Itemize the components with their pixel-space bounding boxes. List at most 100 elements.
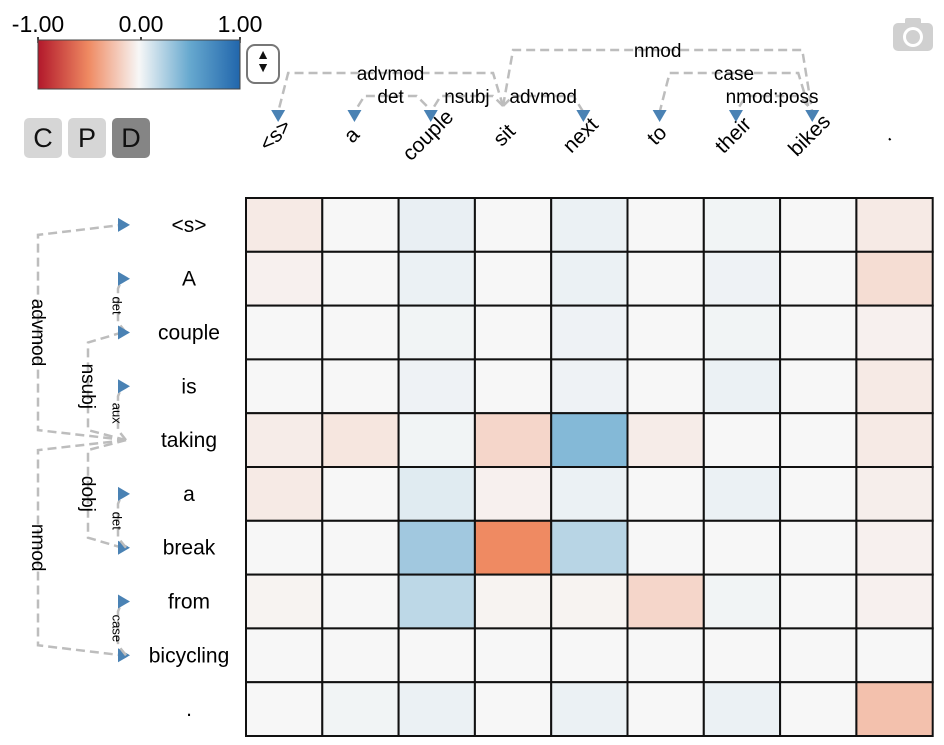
heatmap-cell[interactable] [855,681,934,738]
heatmap-cell[interactable] [779,412,858,469]
heatmap-cell[interactable] [397,681,476,738]
column-token[interactable]: <s> [255,115,296,156]
heatmap-cell[interactable] [473,573,553,630]
heatmap-cell[interactable] [245,573,324,630]
heatmap-cell[interactable] [473,197,553,253]
heatmap-cell[interactable] [397,519,476,576]
heatmap-cell[interactable] [702,627,782,684]
heatmap-cell[interactable] [779,358,858,415]
heatmap-cell[interactable] [245,304,324,361]
heatmap-cell[interactable] [397,250,476,307]
heatmap-cell[interactable] [855,250,934,307]
heatmap-cell[interactable] [855,627,934,684]
row-token[interactable]: A [182,268,196,291]
heatmap-cell[interactable] [626,250,705,307]
heatmap-cell[interactable] [473,466,553,522]
heatmap-cell[interactable] [245,681,324,738]
heatmap-cell[interactable] [245,412,324,469]
row-token[interactable]: a [183,483,195,506]
heatmap-cell[interactable] [473,304,553,361]
heatmap-cell[interactable] [702,466,782,522]
column-token[interactable]: to [643,121,672,150]
heatmap-cell[interactable] [779,304,858,361]
heatmap-cell[interactable] [321,573,400,630]
heatmap-cell[interactable] [550,519,629,576]
heatmap-cell[interactable] [702,519,782,576]
heatmap-cell[interactable] [779,573,858,630]
heatmap-cell[interactable] [779,466,858,522]
heatmap-cell[interactable] [550,412,629,469]
row-token[interactable]: <s> [171,214,206,237]
heatmap-cell[interactable] [779,627,858,684]
column-token[interactable]: sit [489,120,520,151]
heatmap-cell[interactable] [397,573,476,630]
heatmap-cell[interactable] [550,466,629,522]
heatmap-cell[interactable] [473,412,553,469]
heatmap-cell[interactable] [855,304,934,361]
heatmap-cell[interactable] [321,627,400,684]
heatmap-cell[interactable] [779,250,858,307]
heatmap-cell[interactable] [550,304,629,361]
heatmap-cell[interactable] [245,358,324,415]
heatmap-cell[interactable] [702,250,782,307]
column-token[interactable]: bikes [784,110,835,161]
camera-icon[interactable] [892,16,934,52]
heatmap-cell[interactable] [321,466,400,522]
heatmap-cell[interactable] [473,250,553,307]
heatmap-cell[interactable] [626,304,705,361]
heatmap-cell[interactable] [702,358,782,415]
heatmap-cell[interactable] [245,466,324,522]
heatmap-cell[interactable] [473,681,553,738]
row-token[interactable]: is [181,375,196,398]
heatmap-cell[interactable] [626,358,705,415]
colorscale-spinner[interactable]: ▲▼ [246,44,280,84]
heatmap-cell[interactable] [321,412,400,469]
heatmap-cell[interactable] [550,197,629,253]
heatmap-cell[interactable] [702,304,782,361]
heatmap-cell[interactable] [855,573,934,630]
heatmap-cell[interactable] [473,358,553,415]
column-token[interactable]: their [711,113,756,158]
heatmap-cell[interactable] [550,358,629,415]
heatmap-cell[interactable] [855,358,934,415]
column-token[interactable]: next [559,113,603,157]
heatmap-cell[interactable] [397,304,476,361]
heatmap-cell[interactable] [855,519,934,576]
heatmap-cell[interactable] [626,466,705,522]
heatmap-cell[interactable] [550,681,629,738]
heatmap-cell[interactable] [397,412,476,469]
heatmap-cell[interactable] [702,412,782,469]
heatmap-cell[interactable] [550,573,629,630]
heatmap-cell[interactable] [626,519,705,576]
heatmap-cell[interactable] [779,197,858,253]
heatmap-cell[interactable] [245,627,324,684]
heatmap-cell[interactable] [321,519,400,576]
heatmap-cell[interactable] [321,250,400,307]
row-token[interactable]: . [186,698,192,721]
heatmap-cell[interactable] [550,627,629,684]
heatmap-cell[interactable] [397,358,476,415]
heatmap-cell[interactable] [397,627,476,684]
heatmap-cell[interactable] [321,197,400,253]
heatmap-cell[interactable] [626,681,705,738]
heatmap-cell[interactable] [473,627,553,684]
heatmap-cell[interactable] [702,197,782,253]
heatmap-cell[interactable] [702,573,782,630]
mode-button-p[interactable]: P [68,118,106,158]
row-token[interactable]: couple [158,322,220,345]
heatmap-cell[interactable] [855,466,934,522]
row-token[interactable]: from [168,591,210,614]
heatmap-cell[interactable] [245,250,324,307]
heatmap-cell[interactable] [626,573,705,630]
heatmap-cell[interactable] [550,250,629,307]
heatmap-cell[interactable] [855,197,934,253]
heatmap-cell[interactable] [779,681,858,738]
heatmap-cell[interactable] [321,358,400,415]
heatmap-cell[interactable] [779,519,858,576]
mode-button-d[interactable]: D [112,118,150,158]
row-token[interactable]: bicycling [149,644,230,667]
heatmap-cell[interactable] [626,412,705,469]
heatmap-cell[interactable] [245,519,324,576]
heatmap-cell[interactable] [245,197,324,253]
heatmap-cell[interactable] [321,681,400,738]
